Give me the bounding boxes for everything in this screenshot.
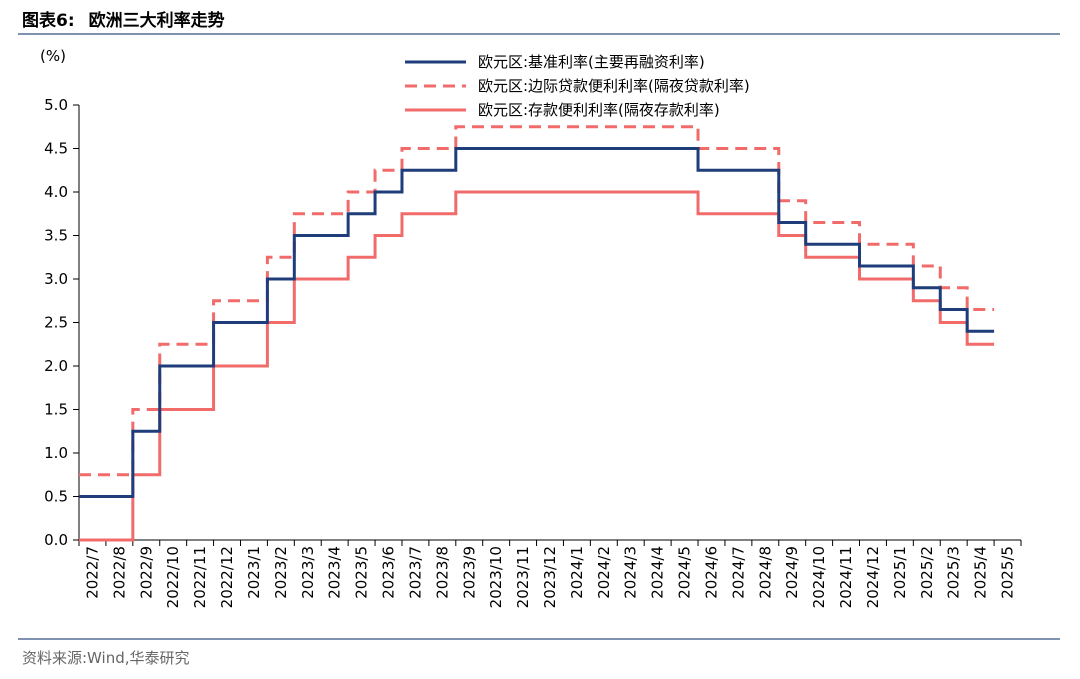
- x-tick-label: 2022/12: [218, 546, 236, 608]
- y-tick-label: 2.0: [44, 357, 68, 375]
- y-tick-label: 0.0: [44, 531, 68, 549]
- x-tick-label: 2024/6: [702, 546, 720, 599]
- footer-divider: [18, 638, 1060, 640]
- x-tick-label: 2024/9: [783, 546, 801, 599]
- y-tick-label: 4.5: [44, 140, 68, 158]
- x-tick-label: 2024/12: [864, 546, 882, 608]
- source-note: 资料来源:Wind,华泰研究: [22, 649, 190, 667]
- legend-label-0: 欧元区:基准利率(主要再融资利率): [478, 53, 705, 71]
- y-tick-label: 3.0: [44, 270, 68, 288]
- x-tick-label: 2024/4: [649, 546, 667, 599]
- series-line-1: [79, 125, 995, 477]
- x-tick-label: 2023/4: [326, 546, 344, 599]
- header-divider: [18, 33, 1060, 35]
- x-tick-label: 2023/5: [353, 546, 371, 599]
- y-tick-label: 2.5: [44, 314, 68, 332]
- x-tick-label: 2023/10: [487, 546, 505, 608]
- x-tick-label: 2023/1: [245, 546, 263, 599]
- x-tick-label: 2024/3: [622, 546, 640, 599]
- x-tick-label: 2024/11: [837, 546, 855, 608]
- series-line-2: [79, 190, 995, 542]
- y-axis-unit-label: (%): [40, 47, 66, 65]
- legend-label-2: 欧元区:存款便利利率(隔夜存款利率): [478, 101, 720, 119]
- x-tick-label: 2025/1: [891, 546, 909, 599]
- x-tick-label: 2025/4: [972, 546, 990, 599]
- x-tick-label: 2022/8: [110, 546, 128, 599]
- figure-label: 图表6:: [22, 11, 75, 31]
- y-tick-label: 3.5: [44, 227, 68, 245]
- x-tick-label: 2023/6: [380, 546, 398, 599]
- x-tick-label: 2023/8: [433, 546, 451, 599]
- x-tick-label: 2024/1: [568, 546, 586, 599]
- y-tick-label: 1.0: [44, 444, 68, 462]
- x-tick-label: 2024/5: [676, 546, 694, 599]
- y-tick-label: 4.0: [44, 183, 68, 201]
- x-tick-label: 2024/8: [756, 546, 774, 599]
- x-tick-label: 2024/10: [810, 546, 828, 608]
- x-tick-label: 2023/11: [514, 546, 532, 608]
- y-tick-label: 0.5: [44, 488, 68, 506]
- series-line-0: [79, 147, 995, 498]
- x-tick-label: 2022/11: [191, 546, 209, 608]
- x-tick-label: 2022/9: [137, 546, 155, 599]
- x-tick-label: 2023/3: [299, 546, 317, 599]
- x-tick-label: 2023/9: [460, 546, 478, 599]
- x-tick-label: 2022/7: [83, 546, 101, 599]
- y-tick-label: 1.5: [44, 401, 68, 419]
- x-tick-label: 2025/3: [945, 546, 963, 599]
- y-tick-label: 5.0: [44, 96, 68, 114]
- x-tick-label: 2022/10: [164, 546, 182, 608]
- figure-title: 欧洲三大利率走势: [88, 11, 225, 31]
- x-tick-label: 2025/5: [999, 546, 1017, 599]
- x-tick-label: 2024/2: [595, 546, 613, 599]
- x-tick-label: 2025/2: [918, 546, 936, 599]
- x-tick-label: 2023/7: [406, 546, 424, 599]
- legend-label-1: 欧元区:边际贷款便利利率(隔夜贷款利率): [478, 77, 750, 95]
- figure-header: 图表6: 欧洲三大利率走势: [22, 6, 225, 31]
- x-tick-label: 2023/2: [272, 546, 290, 599]
- x-tick-label: 2024/7: [729, 546, 747, 599]
- x-tick-label: 2023/12: [541, 546, 559, 608]
